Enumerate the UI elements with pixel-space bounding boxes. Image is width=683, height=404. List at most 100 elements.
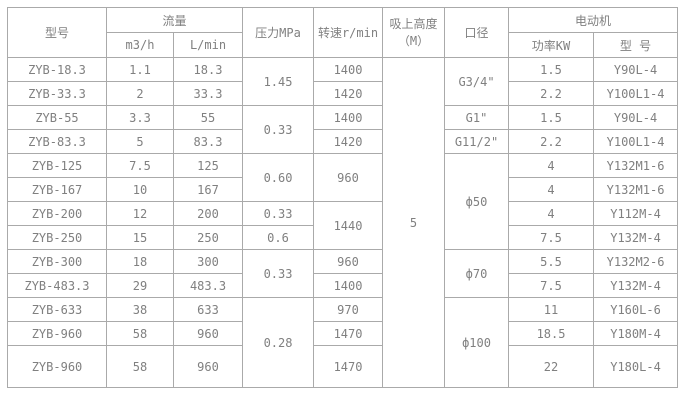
table-row: ZYB-167 10 167 4 Y132M1-6	[7, 177, 679, 202]
cell-speed: 1440	[313, 201, 384, 250]
cell-motor-model: Y132M1-6	[593, 177, 679, 202]
cell-model: ZYB-125	[7, 153, 107, 178]
cell-flow-lmin: 483.3	[172, 273, 244, 298]
cell-motor-power: 11	[508, 297, 595, 322]
cell-flow-m3h: 18	[106, 249, 174, 274]
cell-flow-m3h: 29	[106, 273, 174, 298]
cell-flow-lmin: 55	[172, 105, 244, 130]
table-row: ZYB-300 18 300 0.33 960 ф70 5.5 Y132M2-6	[7, 249, 679, 298]
cell-model: ZYB-960	[7, 321, 107, 346]
cell-speed: 1470	[313, 321, 384, 346]
table-row: ZYB-125 7.5 125 0.60 960 ф50 4 Y132M1-6	[7, 153, 679, 250]
cell-model: ZYB-633	[7, 297, 107, 322]
cell-caliber: ф70	[444, 249, 510, 298]
cell-pressure: 0.33	[242, 201, 315, 226]
cell-motor-power: 18.5	[508, 321, 595, 346]
cell-flow-lmin: 250	[172, 225, 244, 250]
cell-model: ZYB-300	[7, 249, 107, 274]
header-caliber: 口径	[444, 7, 510, 58]
cell-flow-m3h: 12	[106, 201, 174, 226]
cell-model: ZYB-960	[7, 345, 107, 388]
cell-pressure: 0.33	[242, 105, 315, 154]
cell-motor-model: Y90L-4	[593, 57, 679, 82]
header-suction-height-line1: 吸上高度	[389, 16, 438, 31]
cell-model: ZYB-18.3	[7, 57, 107, 82]
cell-speed: 1400	[313, 105, 384, 130]
header-row-1: 型号 流量 压力MPa 转速r/min 吸上高度 （M） 口径 电动机	[7, 7, 679, 58]
cell-flow-lmin: 633	[172, 297, 244, 322]
cell-motor-model: Y90L-4	[593, 105, 679, 130]
cell-flow-lmin: 960	[172, 345, 244, 388]
cell-caliber: ф50	[444, 153, 510, 250]
header-model: 型号	[7, 7, 107, 58]
cell-model: ZYB-483.3	[7, 273, 107, 298]
cell-speed: 1400	[313, 273, 384, 298]
cell-flow-m3h: 7.5	[106, 153, 174, 178]
cell-motor-power: 5.5	[508, 249, 595, 274]
cell-motor-power: 4	[508, 201, 595, 226]
table-row: ZYB-200 12 200 0.33 1440 4 Y112M-4	[7, 201, 679, 250]
cell-caliber: G3/4"	[444, 57, 510, 106]
cell-motor-model: Y132M2-6	[593, 249, 679, 274]
cell-flow-m3h: 1.1	[106, 57, 174, 82]
cell-motor-model: Y112M-4	[593, 201, 679, 226]
cell-model: ZYB-167	[7, 177, 107, 202]
header-motor-power: 功率KW	[508, 32, 595, 58]
cell-flow-lmin: 18.3	[172, 57, 244, 82]
cell-speed: 960	[313, 153, 384, 202]
cell-caliber: G11/2"	[444, 129, 510, 154]
cell-motor-power: 7.5	[508, 225, 595, 250]
cell-caliber: ф100	[444, 297, 510, 388]
pump-spec-table: 型号 流量 压力MPa 转速r/min 吸上高度 （M） 口径 电动机 m3/h…	[7, 7, 679, 388]
cell-motor-model: Y132M1-6	[593, 153, 679, 178]
table-row: ZYB-483.3 29 483.3 1400 7.5 Y132M-4	[7, 273, 679, 298]
cell-flow-m3h: 5	[106, 129, 174, 154]
cell-motor-model: Y132M-4	[593, 273, 679, 298]
cell-motor-power: 4	[508, 153, 595, 178]
cell-flow-m3h: 58	[106, 321, 174, 346]
table-row: ZYB-18.3 1.1 18.3 1.45 1400 5 G3/4" 1.5 …	[7, 57, 679, 388]
cell-motor-power: 2.2	[508, 129, 595, 154]
header-flow-group: 流量	[105, 7, 244, 33]
cell-speed: 1420	[313, 81, 384, 106]
header-row-2: m3/h L/min 功率KW 型 号	[8, 32, 679, 58]
cell-motor-model: Y180M-4	[593, 321, 679, 346]
cell-flow-m3h: 58	[106, 345, 174, 388]
cell-pressure: 0.28	[242, 297, 315, 388]
cell-pressure: 0.33	[242, 249, 315, 298]
cell-flow-lmin: 33.3	[172, 81, 244, 106]
cell-flow-lmin: 960	[172, 321, 244, 346]
header-motor-model: 型 号	[593, 32, 679, 58]
cell-flow-lmin: 167	[172, 177, 244, 202]
table-row: ZYB-633 38 633 0.28 970 ф100 11 Y160L-6	[7, 297, 679, 388]
cell-suction-height: 5	[382, 57, 446, 388]
cell-model: ZYB-33.3	[7, 81, 107, 106]
cell-motor-power: 2.2	[508, 81, 595, 106]
table-row: ZYB-55 3.3 55 0.33 1400 G1" 1.5 Y90L-4	[7, 105, 679, 154]
cell-motor-power: 4	[508, 177, 595, 202]
cell-motor-model: Y100L1-4	[593, 81, 679, 106]
header-motor-group: 电动机	[508, 7, 679, 33]
cell-speed: 1420	[313, 129, 384, 154]
cell-flow-lmin: 83.3	[172, 129, 244, 154]
cell-model: ZYB-55	[7, 105, 107, 130]
cell-motor-power: 1.5	[508, 105, 595, 130]
header-flow-m3h: m3/h	[106, 32, 174, 58]
cell-motor-model: Y132M-4	[593, 225, 679, 250]
cell-pressure: 0.6	[242, 225, 315, 250]
cell-flow-m3h: 38	[106, 297, 174, 322]
cell-motor-model: Y180L-4	[593, 345, 679, 388]
cell-motor-model: Y100L1-4	[593, 129, 679, 154]
table-row: ZYB-33.3 2 33.3 1420 2.2 Y100L1-4	[7, 81, 679, 106]
cell-flow-lmin: 300	[172, 249, 244, 274]
header-speed: 转速r/min	[313, 7, 384, 58]
cell-pressure: 0.60	[242, 153, 315, 202]
cell-speed: 960	[313, 249, 384, 274]
cell-flow-m3h: 10	[106, 177, 174, 202]
cell-flow-lmin: 200	[172, 201, 244, 226]
header-flow-lmin: L/min	[172, 32, 244, 58]
cell-motor-power: 22	[508, 345, 595, 388]
header-suction-height-line2: （M）	[397, 33, 430, 48]
cell-flow-lmin: 125	[172, 153, 244, 178]
